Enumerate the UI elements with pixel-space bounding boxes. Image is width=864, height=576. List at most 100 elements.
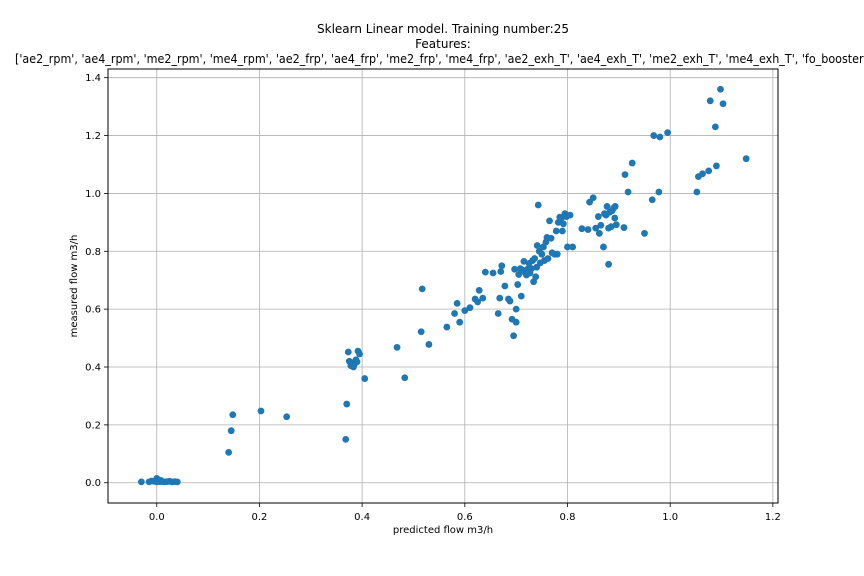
data-point: [451, 310, 458, 317]
data-point: [501, 282, 509, 290]
data-point: [595, 229, 603, 237]
data-point: [612, 221, 620, 229]
data-point: [711, 123, 719, 131]
x-tick-label: 1.0: [662, 512, 678, 523]
data-point: [600, 243, 607, 251]
data-point: [283, 413, 291, 421]
data-point: [607, 223, 615, 231]
x-tick-label: 0.8: [560, 512, 576, 523]
data-point: [693, 188, 701, 196]
data-point: [157, 477, 165, 484]
data-point: [531, 255, 539, 262]
chart-title-line-2: Features:: [415, 37, 471, 51]
data-point: [621, 171, 629, 179]
data-point: [453, 299, 461, 307]
data-point: [137, 478, 145, 486]
data-point: [641, 229, 648, 237]
data-point: [418, 285, 426, 293]
data-point: [257, 407, 265, 415]
data-point: [650, 132, 658, 139]
data-point: [512, 305, 520, 313]
data-point: [353, 358, 361, 366]
data-point: [461, 307, 469, 314]
y-tick-label: 0.4: [85, 363, 101, 374]
data-point: [443, 323, 451, 331]
data-point: [624, 188, 632, 196]
data-point: [620, 224, 628, 231]
data-point: [584, 226, 592, 233]
data-point: [547, 234, 555, 242]
data-point: [605, 260, 612, 268]
chart-title-line-1: Sklearn Linear model. Training number:25: [317, 22, 569, 36]
data-point: [628, 159, 636, 167]
data-point: [456, 318, 464, 326]
scatter-points: [137, 85, 750, 486]
data-point: [343, 400, 351, 408]
data-point: [655, 188, 663, 196]
data-point: [664, 129, 672, 137]
data-point: [538, 250, 546, 258]
data-point: [225, 448, 233, 456]
data-point: [699, 170, 706, 178]
data-point: [564, 243, 571, 251]
data-point: [342, 435, 350, 443]
data-point: [566, 211, 574, 219]
data-point: [514, 281, 522, 288]
chart-title-line-3: ['ae2_rpm', 'ae4_rpm', 'me2_rpm', 'me4_r…: [15, 52, 864, 66]
data-point: [717, 85, 724, 93]
data-point: [356, 350, 363, 358]
data-point: [229, 411, 237, 419]
data-point: [578, 225, 586, 233]
data-point: [594, 213, 602, 220]
data-point: [742, 155, 750, 163]
data-point: [552, 227, 560, 235]
data-point: [510, 332, 517, 340]
data-point: [589, 194, 597, 202]
y-tick-label: 1.4: [85, 73, 101, 84]
data-point: [611, 214, 619, 222]
x-tick-label: 1.2: [765, 512, 781, 523]
data-point: [497, 268, 505, 275]
data-point: [597, 221, 605, 229]
x-tick-label: 0.4: [354, 512, 370, 523]
data-point: [528, 265, 535, 273]
data-point: [350, 363, 357, 371]
x-tick-label: 0.2: [252, 512, 268, 523]
data-point: [344, 348, 352, 356]
y-tick-label: 0.6: [85, 305, 101, 316]
data-point: [559, 220, 567, 228]
plot-area: [107, 68, 779, 504]
x-axis: 0.0 0.2 0.4 0.6 0.8 1.0 1.2: [149, 503, 781, 523]
data-point: [489, 269, 497, 277]
data-point: [475, 286, 483, 294]
data-point: [173, 478, 181, 486]
data-point: [558, 227, 566, 235]
data-point: [498, 262, 506, 270]
data-point: [712, 162, 720, 170]
y-tick-label: 0.8: [85, 247, 101, 258]
data-point: [553, 250, 561, 258]
data-point: [496, 294, 504, 302]
x-tick-label: 0.6: [457, 512, 473, 523]
data-point: [479, 294, 487, 302]
data-point: [705, 167, 713, 175]
y-tick-label: 1.2: [85, 131, 101, 142]
data-point: [592, 224, 600, 232]
data-point: [544, 255, 552, 262]
data-point: [520, 258, 528, 265]
y-axis-label: measured flow m3/h: [69, 235, 80, 338]
data-point: [533, 242, 541, 249]
data-point: [648, 196, 656, 204]
data-point: [532, 273, 540, 281]
data-point: [706, 97, 714, 105]
data-point: [517, 292, 525, 300]
y-tick-label: 0.0: [85, 478, 101, 489]
y-tick-label: 0.2: [85, 420, 101, 431]
data-point: [611, 203, 619, 210]
data-point: [511, 265, 519, 273]
data-point: [534, 201, 542, 209]
y-axis: 0.0 0.2 0.4 0.6 0.8 1.0 1.2 1.4: [85, 73, 108, 489]
data-point: [425, 341, 433, 348]
